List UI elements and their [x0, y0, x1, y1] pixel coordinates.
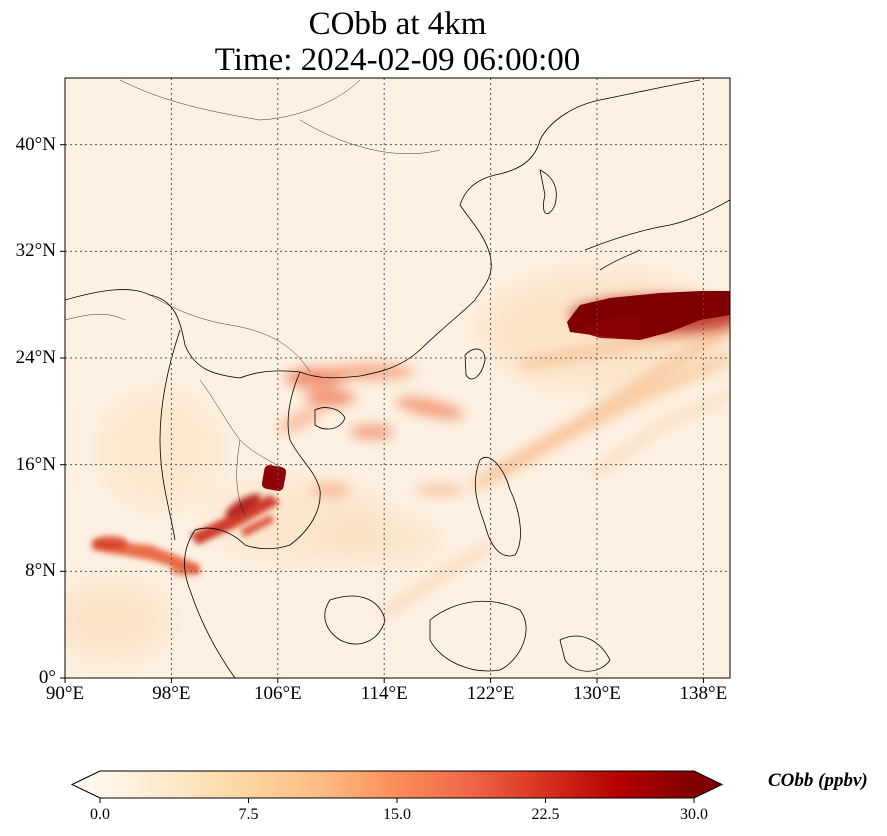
gridlines	[65, 78, 730, 678]
y-tick-label: 24°N	[15, 347, 56, 368]
coastlines	[65, 79, 730, 678]
map-frame	[64, 77, 731, 679]
colorbar-body	[100, 771, 694, 798]
x-tick-label: 106°E	[253, 683, 302, 704]
map-panel	[65, 78, 730, 678]
colorbar-tick-label: 22.5	[531, 806, 560, 823]
y-tick-label: 40°N	[15, 133, 56, 155]
axis-tick-marks	[60, 144, 704, 683]
x-tick-label: 90°E	[45, 683, 85, 704]
colorbar-tick-label: 30.0	[680, 806, 708, 823]
south-china-plume	[277, 364, 465, 496]
x-tick-label: 130°E	[573, 683, 621, 704]
title-line-2: Time: 2024-02-09 06:00:00	[214, 42, 581, 78]
x-tick-label: 138°E	[679, 683, 728, 704]
y-tick-label: 16°N	[15, 453, 56, 475]
colorbar-min-arrow	[72, 771, 100, 798]
colorbar-tick-label: 7.5	[238, 806, 259, 823]
y-tick-label: 32°N	[15, 240, 56, 262]
x-tick-label: 114°E	[360, 683, 408, 704]
country-borders	[65, 79, 441, 516]
colorbar	[70, 770, 724, 803]
y-tick-label: 8°N	[25, 560, 56, 582]
diagonal-plume-layer	[380, 320, 730, 620]
y-tick-label: 0°	[38, 667, 56, 688]
east-sea-plume	[567, 291, 730, 340]
colorbar-label: CObb (ppbv)	[768, 770, 868, 791]
x-tick-label: 98°E	[152, 683, 191, 704]
colorbar-tick-label: 15.0	[383, 806, 411, 823]
cambodia-plume	[190, 493, 280, 545]
colorbar-tick-label: 0.0	[90, 806, 110, 823]
laos-hotspot	[261, 465, 287, 491]
colorbar-max-arrow	[694, 771, 722, 798]
title-line-1: CObb at 4km	[308, 6, 487, 42]
x-tick-label: 122°E	[466, 683, 515, 704]
